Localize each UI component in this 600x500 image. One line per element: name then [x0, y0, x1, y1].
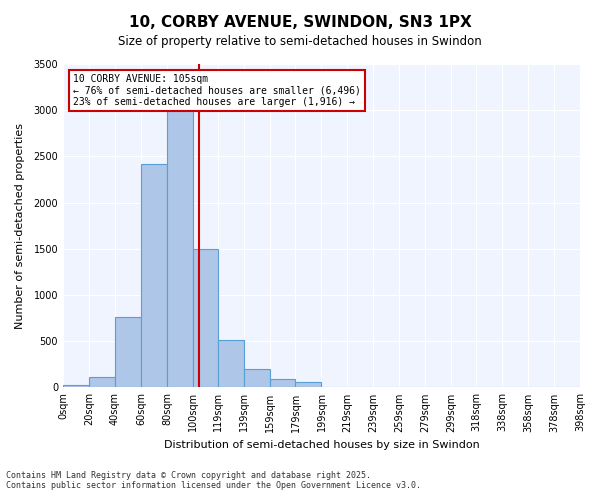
Bar — [244, 369, 269, 388]
Bar — [295, 382, 322, 388]
Bar — [167, 106, 193, 388]
Bar — [193, 249, 218, 388]
Bar — [269, 379, 295, 388]
Bar — [63, 384, 89, 388]
Bar — [218, 340, 244, 388]
Text: 10 CORBY AVENUE: 105sqm
← 76% of semi-detached houses are smaller (6,496)
23% of: 10 CORBY AVENUE: 105sqm ← 76% of semi-de… — [73, 74, 361, 107]
Y-axis label: Number of semi-detached properties: Number of semi-detached properties — [15, 122, 25, 328]
Text: Size of property relative to semi-detached houses in Swindon: Size of property relative to semi-detach… — [118, 35, 482, 48]
Bar — [115, 317, 141, 388]
Text: 10, CORBY AVENUE, SWINDON, SN3 1PX: 10, CORBY AVENUE, SWINDON, SN3 1PX — [128, 15, 472, 30]
Text: Contains HM Land Registry data © Crown copyright and database right 2025.
Contai: Contains HM Land Registry data © Crown c… — [6, 470, 421, 490]
Bar — [89, 378, 115, 388]
X-axis label: Distribution of semi-detached houses by size in Swindon: Distribution of semi-detached houses by … — [164, 440, 479, 450]
Bar — [141, 164, 167, 388]
